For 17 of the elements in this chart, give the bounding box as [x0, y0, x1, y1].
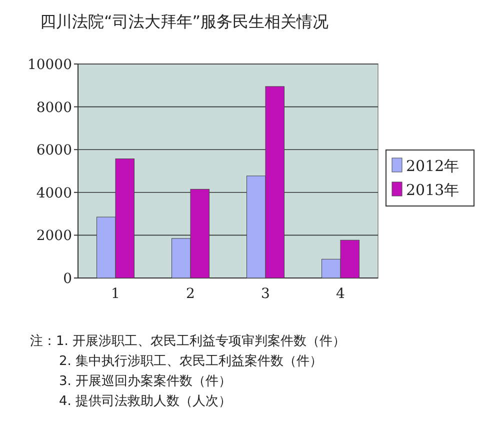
chart-title: 四川法院“司法大拜年”服务民生相关情况 — [40, 12, 329, 31]
text: 3. 开展巡回办案案件数（件） — [59, 373, 232, 389]
y-tick-label: 10000 — [27, 57, 72, 73]
x-tick-label: 4 — [336, 286, 346, 302]
y-tick-label: 4000 — [36, 185, 72, 202]
x-tick-label: 1 — [111, 286, 120, 302]
legend-label: 2013年 — [406, 181, 460, 199]
y-tick-label: 8000 — [36, 100, 72, 116]
y-tick-label: 2000 — [36, 228, 72, 244]
text: 注：1. 开展涉职工、农民工利益专项审判案件数（件） — [30, 333, 346, 349]
x-tick-label: 3 — [261, 286, 270, 302]
legend-label: 2012年 — [406, 157, 460, 175]
text: 2. 集中执行涉职工、农民工利益案件数（件） — [59, 353, 323, 369]
y-tick-label: 0 — [63, 271, 72, 287]
y-tick-label: 6000 — [36, 142, 72, 159]
x-tick-label: 2 — [186, 286, 195, 302]
text: 4. 提供司法救助人数（人次） — [59, 394, 232, 409]
